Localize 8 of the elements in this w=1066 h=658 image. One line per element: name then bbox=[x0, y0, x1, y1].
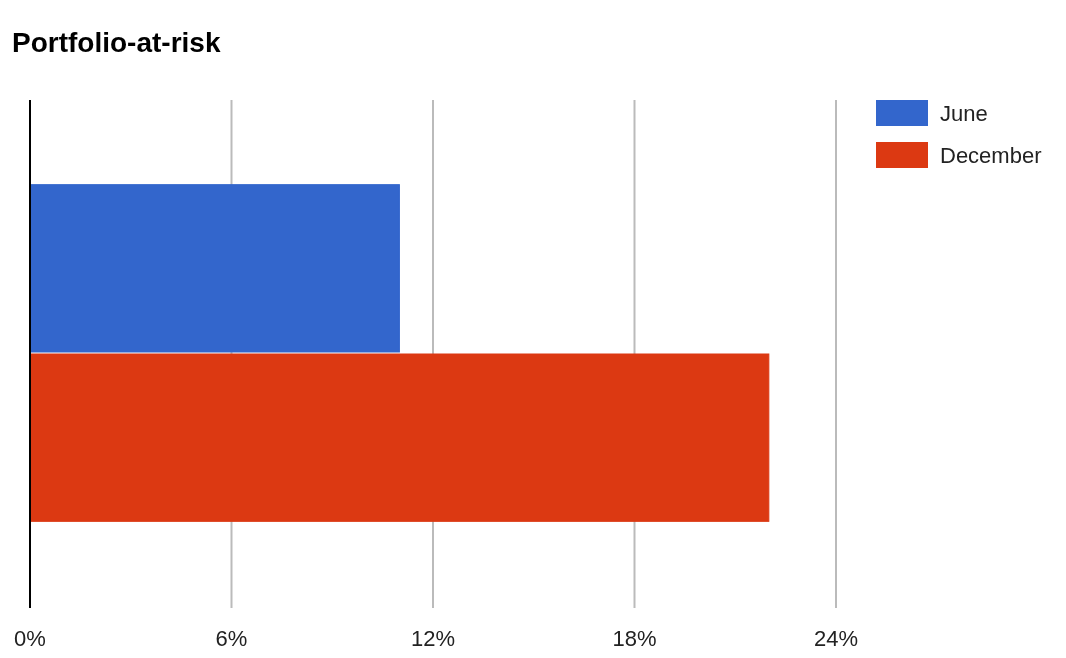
x-tick-label: 0% bbox=[14, 626, 46, 651]
legend-label: June bbox=[940, 101, 988, 126]
legend-label: December bbox=[940, 143, 1042, 168]
x-tick-label: 18% bbox=[612, 626, 657, 651]
x-tick-label: 24% bbox=[813, 626, 859, 651]
x-tick-label: 12% bbox=[410, 626, 456, 651]
chart-title: Portfolio-at-risk bbox=[12, 27, 221, 58]
x-tick-label: 6% bbox=[215, 626, 248, 651]
